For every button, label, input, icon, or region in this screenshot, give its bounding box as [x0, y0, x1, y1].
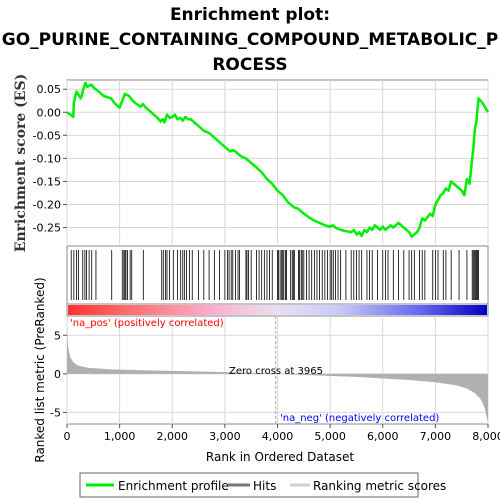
neg-label: 'na_neg' (negatively correlated)	[280, 413, 439, 424]
ranked-metric-area	[67, 327, 488, 423]
es-y-tick-label: -0.20	[33, 199, 61, 212]
x-axis-label: Rank in Ordered Dataset	[206, 450, 354, 464]
es-y-tick-label: -0.10	[33, 152, 61, 165]
x-tick-label: 8,000	[472, 430, 500, 443]
legend: Enrichment profile Hits Ranking metric s…	[79, 472, 446, 498]
title-line-3: ROCESS	[212, 55, 287, 75]
es-y-tick-label: -0.15	[33, 175, 61, 188]
es-y-ticks: 0.05 0.00 -0.05 -0.10 -0.15 -0.20 -0.25	[33, 83, 67, 235]
title-line-1: Enrichment plot:	[170, 5, 330, 25]
chart-title: Enrichment plot: GO_PURINE_CONTAINING_CO…	[2, 5, 498, 75]
es-y-axis-label: Enrichment score (ES)	[13, 74, 29, 252]
ranked-metric-fill	[67, 327, 488, 423]
x-tick-label: 1,000	[104, 430, 136, 443]
metric-y-ticks: 5 0 -5	[50, 329, 67, 419]
metric-y-tick-label: 5	[54, 329, 61, 342]
colorbar-gradient	[68, 305, 487, 315]
x-tick-label: 2,000	[157, 430, 189, 443]
es-y-tick-label: 0.05	[37, 83, 62, 96]
rank-colorbar	[68, 305, 487, 315]
legend-label-hits: Hits	[253, 479, 276, 493]
x-tick-label: 6,000	[367, 430, 399, 443]
x-tick-label: 0	[64, 430, 71, 443]
zero-cross-label: Zero cross at 3965	[229, 366, 323, 377]
es-y-tick-label: -0.25	[33, 222, 61, 235]
metric-y-tick-label: -5	[50, 406, 61, 419]
es-y-tick-label: -0.05	[33, 129, 61, 142]
metric-y-tick-label: 0	[54, 368, 61, 381]
enrichment-profile	[66, 81, 490, 239]
x-tick-label: 4,000	[262, 430, 294, 443]
metric-y-axis-label: Ranked list metric (PreRanked)	[33, 277, 47, 462]
x-tick-label: 5,000	[314, 430, 346, 443]
hit-marks	[70, 250, 479, 300]
x-ticks: 0 1,000 2,000 3,000 4,000 5,000 6,000 7,000 8,00…	[64, 424, 500, 443]
x-tick-label: 3,000	[209, 430, 241, 443]
enrichment-profile-line	[66, 81, 490, 239]
title-line-2: GO_PURINE_CONTAINING_COMPOUND_METABOLIC_…	[2, 30, 498, 50]
pos-label: 'na_pos' (positively correlated)	[70, 318, 224, 329]
x-tick-label: 7,000	[420, 430, 452, 443]
es-y-tick-label: 0.00	[37, 106, 62, 119]
metric-grid	[66, 316, 489, 424]
legend-label-enrichment: Enrichment profile	[118, 479, 229, 493]
legend-label-metric: Ranking metric scores	[313, 479, 446, 493]
